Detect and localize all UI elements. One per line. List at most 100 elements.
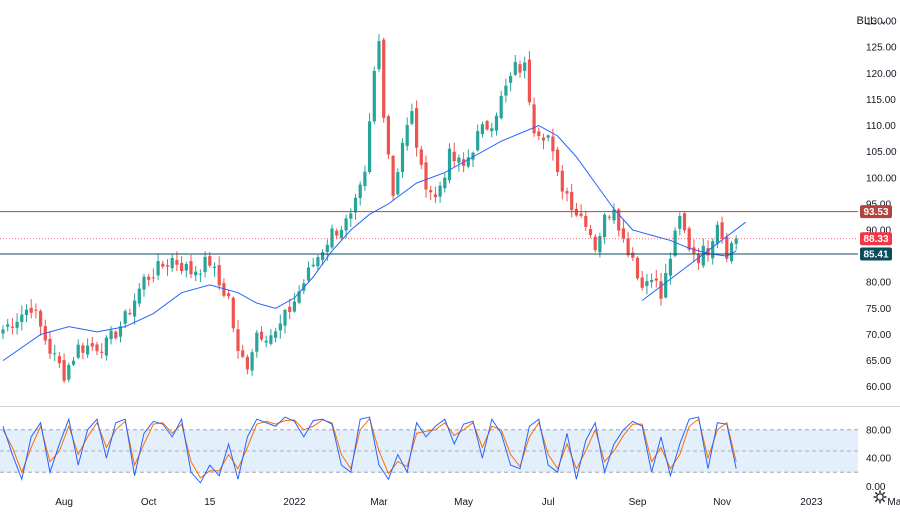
candle-body	[62, 360, 66, 381]
candle-body	[720, 222, 724, 239]
candle-body	[128, 312, 132, 315]
time-tick-label: 2022	[283, 497, 306, 508]
candle-body	[147, 276, 151, 280]
time-tick-label: Sep	[629, 497, 647, 508]
candle-body	[687, 228, 691, 250]
price-tick-label: 90.00	[866, 226, 891, 237]
candle-body	[532, 104, 536, 134]
candle-body	[579, 213, 583, 216]
candle-body	[725, 236, 729, 259]
time-tick-label: 15	[204, 497, 216, 508]
price-tick-label: 75.00	[866, 304, 891, 315]
candle-body	[231, 297, 235, 329]
candle-body	[335, 230, 339, 236]
candle-body	[513, 61, 517, 75]
candle-body	[288, 306, 292, 312]
candle-body	[433, 194, 437, 198]
candle-body	[123, 311, 127, 324]
candle-body	[607, 216, 611, 218]
candle-body	[438, 185, 442, 197]
candle-body	[640, 277, 644, 288]
candle-body	[706, 248, 710, 256]
candle-body	[6, 324, 10, 327]
candle-body	[504, 85, 508, 96]
candle-body	[410, 111, 414, 124]
candle-body	[711, 241, 715, 259]
price-tick-label: 60.00	[866, 382, 891, 393]
support-price-label: 85.41	[863, 249, 888, 260]
price-tick-label: 80.00	[866, 278, 891, 289]
candle-body	[34, 309, 38, 311]
candle-body	[353, 197, 358, 213]
candle-body	[452, 151, 456, 162]
gear-icon[interactable]	[873, 490, 887, 507]
candle-body	[48, 338, 52, 354]
candle-body	[480, 124, 484, 135]
candle-body	[551, 136, 555, 152]
candle-body	[570, 191, 574, 211]
candle-body	[306, 267, 311, 281]
time-tick-label: Nov	[713, 497, 731, 508]
candle-body	[419, 149, 423, 165]
candle-body	[485, 121, 489, 130]
candle-body	[10, 326, 14, 328]
candle-body	[494, 115, 499, 131]
candle-body	[565, 191, 569, 194]
candle-body	[518, 64, 522, 73]
candle-body	[297, 291, 301, 303]
candle-body	[344, 218, 348, 231]
candle-body	[151, 277, 155, 279]
candle-body	[264, 340, 268, 343]
candle-body	[316, 257, 320, 267]
time-tick-label: Jul	[542, 497, 555, 508]
candle-body	[222, 283, 226, 296]
candle-body	[198, 273, 202, 275]
candle-body	[165, 265, 170, 267]
candle-body	[673, 230, 677, 256]
candle-body	[133, 300, 137, 317]
stoch-tick-label: 80.00	[866, 425, 891, 436]
candle-body	[603, 214, 607, 238]
candle-body	[368, 121, 372, 172]
candle-body	[560, 170, 564, 192]
candle-body	[212, 266, 217, 268]
last_price-price-tag	[860, 232, 892, 246]
time-tick-label: Oct	[141, 497, 157, 508]
candle-body	[81, 345, 85, 353]
candle-body	[269, 335, 273, 344]
price-tick-label: 115.00	[866, 95, 896, 106]
symbol-selector[interactable]: BLL ⌄	[857, 14, 888, 27]
candle-body	[76, 344, 80, 358]
candle-body	[499, 95, 503, 119]
candle-body	[339, 229, 343, 238]
candle-body	[654, 278, 658, 281]
candle-body	[100, 351, 104, 353]
candle-body	[527, 59, 531, 103]
candle-body	[67, 364, 71, 380]
candle-body	[635, 257, 640, 279]
candle-body	[476, 131, 480, 151]
candle-body	[457, 157, 461, 163]
time-tick-label: Mar	[887, 497, 900, 508]
last_price-price-label: 88.33	[863, 234, 888, 245]
candle-body	[682, 213, 687, 231]
price-tick-label: 100.00	[866, 173, 897, 184]
candle-body	[283, 309, 287, 326]
candle-body	[541, 137, 546, 141]
candle-body	[180, 263, 184, 272]
candle-body	[588, 229, 593, 236]
candle-body	[631, 252, 635, 258]
candle-body	[645, 281, 649, 287]
price-tick-label: 110.00	[866, 121, 896, 132]
candle-body	[382, 39, 386, 118]
candle-body	[377, 41, 381, 70]
candle-body	[189, 261, 193, 275]
candle-body	[114, 331, 118, 339]
candle-body	[208, 256, 212, 266]
candle-body	[372, 70, 376, 122]
candle-body	[593, 236, 597, 251]
candle-body	[650, 280, 654, 282]
candle-body	[659, 281, 663, 299]
